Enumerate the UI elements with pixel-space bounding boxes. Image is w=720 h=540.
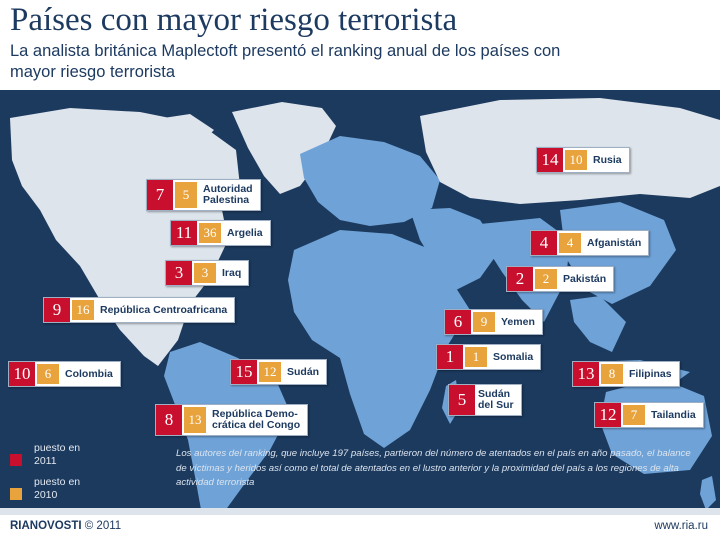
country-label-republica-democratica-del-congo: 8 13 República Demo- crática del Congo	[155, 404, 309, 436]
landmass-europe	[300, 136, 440, 226]
brand-credit: RIANOVOSTI © 2011	[10, 520, 121, 532]
landmass-new-zealand	[700, 476, 716, 510]
country-name: Filipinas	[629, 367, 672, 380]
country-name: República Centroafricana	[100, 303, 228, 316]
source-url: www.ria.ru	[654, 520, 708, 532]
rank-2010-badge: 8	[601, 364, 623, 384]
rank-2010-badge: 10	[565, 150, 587, 170]
country-label-somalia: 1 1 Somalia	[436, 344, 542, 370]
rank-2010-badge: 5	[175, 182, 197, 208]
country-label-filipinas: 13 8 Filipinas	[572, 361, 680, 387]
rank-2010-badge: 36	[199, 223, 221, 243]
rank-2010-badge: 9	[473, 312, 495, 332]
country-label-argelia: 11 36 Argelia	[170, 220, 271, 246]
rank-2011-badge: 2	[507, 267, 533, 291]
rank-2011-badge: 6	[445, 310, 471, 334]
country-name: Iraq	[222, 266, 242, 279]
rank-2010-badge: 6	[37, 364, 59, 384]
rank-2011-badge: 7	[147, 180, 173, 210]
rank-2011-badge: 15	[231, 360, 257, 384]
rank-2011-badge: 9	[44, 298, 70, 322]
country-name: Tailandia	[651, 408, 696, 421]
country-name: Afganistán	[587, 236, 642, 249]
country-label-rusia: 14 10 Rusia	[536, 147, 630, 173]
country-name: Argelia	[227, 226, 263, 239]
country-name: Somalia	[493, 350, 534, 363]
country-name: Yemen	[501, 315, 535, 328]
country-name: Colombia	[65, 367, 113, 380]
page-title: Países con mayor riesgo terrorista	[10, 2, 458, 38]
country-name: Sudán	[287, 365, 320, 378]
brand-copyright: © 2011	[81, 520, 122, 532]
country-label-sudan: 15 12 Sudán	[230, 359, 328, 385]
landmass-antarctica	[0, 508, 720, 515]
page-subtitle: La analista británica Maplectoft present…	[10, 42, 561, 81]
country-label-pakistan: 2 2 Pakistán	[506, 266, 615, 292]
rank-2010-badge: 1	[465, 347, 487, 367]
rank-2010-badge: 2	[535, 269, 557, 289]
rank-2011-badge: 1	[437, 345, 463, 369]
rank-2010-badge: 12	[259, 362, 281, 382]
rank-2011-badge: 14	[537, 148, 563, 172]
footer: RIANOVOSTI © 2011 www.ria.ru	[0, 515, 720, 540]
country-label-colombia: 10 6 Colombia	[8, 361, 121, 387]
legend-swatch-2010	[10, 488, 22, 500]
country-label-iraq: 3 3 Iraq	[165, 260, 250, 286]
country-name: Sudán del Sur	[478, 388, 514, 411]
landmass-africa	[288, 230, 470, 448]
rank-2011-badge: 13	[573, 362, 599, 386]
country-label-yemen: 6 9 Yemen	[444, 309, 543, 335]
country-name: Rusia	[593, 153, 622, 166]
rank-2011-badge: 10	[9, 362, 35, 386]
country-label-tailandia: 12 7 Tailandia	[594, 402, 704, 428]
brand-name: RIANOVOSTI	[10, 520, 82, 532]
landmass-north-america-islands	[150, 114, 214, 148]
country-name: Pakistán	[563, 272, 607, 285]
country-label-afganistan: 4 4 Afganistán	[530, 230, 650, 256]
legend-label-2010: puesto en 2010	[34, 476, 81, 501]
country-label-republica-centroafricana: 9 16 República Centroafricana	[43, 297, 236, 323]
country-name: Autoridad Palestina	[203, 183, 253, 206]
landmass-middle-east	[410, 208, 500, 290]
country-name: República Demo- crática del Congo	[212, 408, 301, 431]
legend-swatch-2011	[10, 454, 22, 466]
rank-2010-badge: 7	[623, 405, 645, 425]
rank-2010-badge: 4	[559, 233, 581, 253]
country-label-sudan-del-sur: 5 Sudán del Sur	[448, 384, 522, 416]
rank-2011-badge: 12	[595, 403, 621, 427]
world-map: 14 10 Rusia 7 5 Autoridad Palestina 11 3…	[0, 90, 720, 515]
rank-2011-badge: 5	[449, 385, 475, 415]
landmass-southeast-asia	[570, 296, 626, 352]
rank-2010-badge: 13	[184, 407, 206, 433]
legend-label-2011: puesto en 2011	[34, 442, 81, 467]
rank-2011-badge: 4	[531, 231, 557, 255]
rank-2011-badge: 8	[156, 405, 182, 435]
rank-2011-badge: 11	[171, 221, 197, 245]
rank-2011-badge: 3	[166, 261, 192, 285]
rank-2010-badge: 16	[72, 300, 94, 320]
country-label-autoridad-palestina: 7 5 Autoridad Palestina	[146, 179, 261, 211]
rank-2010-badge: 3	[194, 263, 216, 283]
methodology-note: Los autores del ranking, que incluye 197…	[176, 448, 691, 488]
